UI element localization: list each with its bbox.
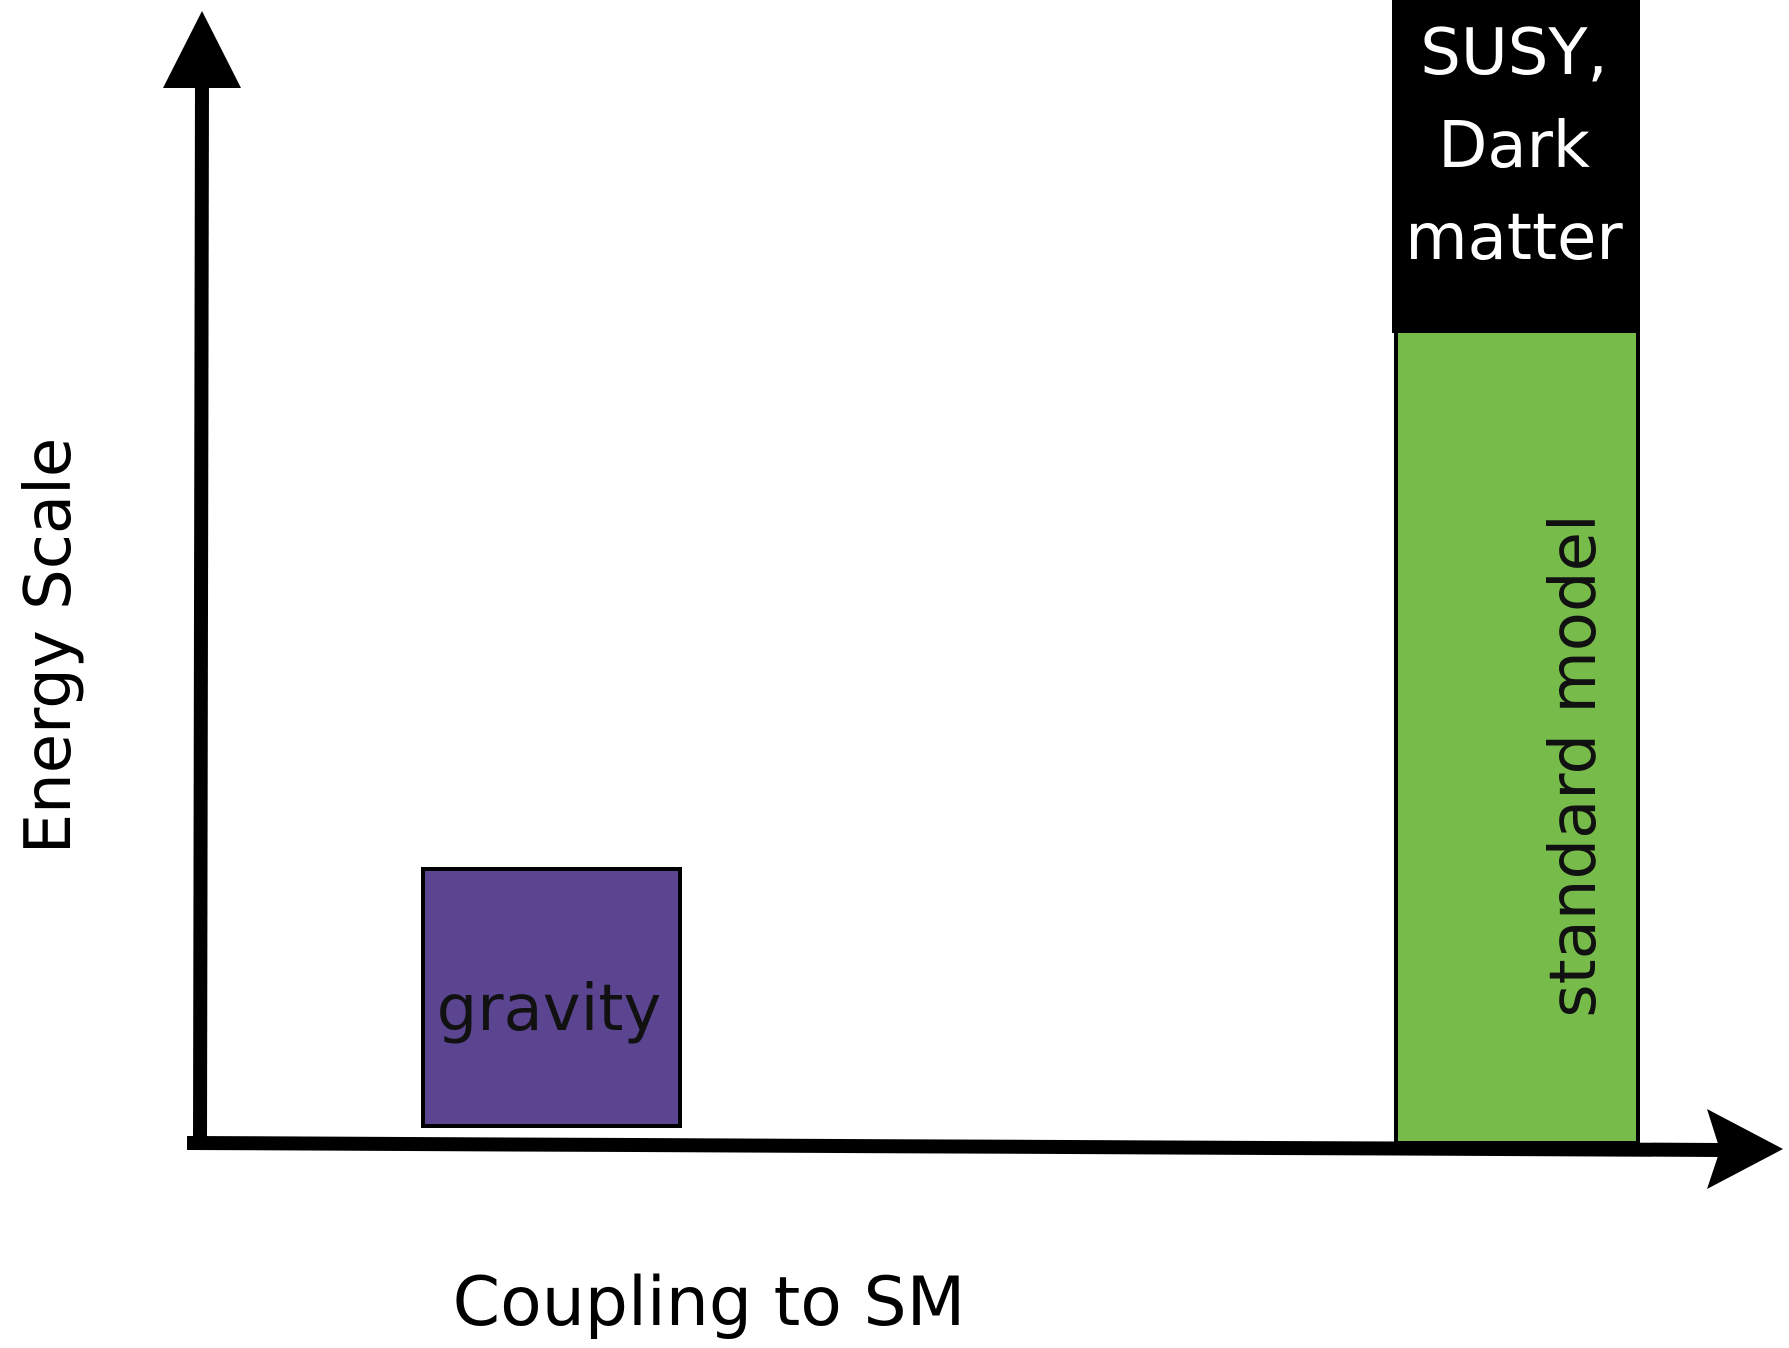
- y-axis-label: Energy Scale: [12, 438, 86, 855]
- standard-model-label: standard model: [1537, 514, 1611, 1018]
- beyond-label: SUSY,: [1420, 16, 1608, 90]
- y-axis-arrow: [163, 11, 241, 88]
- beyond-label: matter: [1405, 201, 1623, 275]
- beyond-label: Dark: [1438, 109, 1590, 183]
- standard-model-box: [1394, 329, 1640, 1145]
- x-axis-arrow: [1707, 1109, 1783, 1189]
- beyond-box: [1392, 0, 1640, 333]
- y-axis: [193, 79, 209, 1141]
- gravity-label: gravity: [437, 972, 662, 1046]
- x-axis: [186, 1136, 1721, 1157]
- x-axis-label: Coupling to SM: [453, 1263, 966, 1342]
- gravity-box: [421, 867, 682, 1128]
